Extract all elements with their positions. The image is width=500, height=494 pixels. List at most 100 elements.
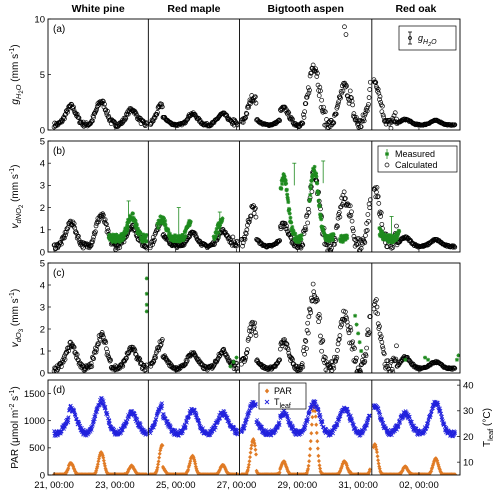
data-point [74,352,80,357]
data-point [356,331,361,336]
data-point [254,402,258,407]
x-tick-label: 31, 00:00 [338,480,378,491]
data-point [302,351,307,357]
data-point [357,340,362,345]
data-point [376,326,382,331]
data-point [94,104,100,109]
data-point [396,424,401,429]
data-point [340,88,346,94]
data-point [399,236,405,242]
data-point [133,218,138,223]
data-point [363,353,369,359]
data-point [398,420,402,424]
data-point [136,232,141,237]
data-point [316,458,321,464]
data-point [185,420,189,425]
data-point [318,415,323,420]
data-point [212,428,217,432]
data-point [333,359,338,364]
data-point [333,111,339,117]
data-point [395,427,399,432]
data-point [452,366,458,371]
panel-frame [47,18,461,131]
data-point [245,467,250,473]
data-point [381,351,387,357]
data-point [353,358,359,364]
data-point [255,418,260,422]
data-point [249,446,254,451]
data-point [153,355,158,360]
data-point [306,417,310,422]
data-point [248,333,253,338]
data-point [390,233,395,238]
data-point [306,314,312,320]
data-point [313,414,318,419]
data-point [242,234,247,240]
data-point [366,102,371,107]
data-point [377,94,383,99]
data-point [426,357,431,362]
data-point [142,364,148,370]
data-point [377,331,383,337]
data-point [383,121,389,127]
data-point [345,93,351,99]
data-point [204,367,210,373]
data-point [159,101,165,107]
data-point [426,418,431,423]
data-point [452,122,458,128]
data-point [396,425,401,430]
data-point [380,346,386,352]
data-point [372,302,377,307]
data-point [160,443,165,448]
data-point [224,113,230,118]
data-point [158,448,163,453]
data-point [181,242,187,248]
legend-label: Tleaf [274,397,291,410]
data-point [310,281,316,287]
data-point [306,90,312,96]
data-point [107,232,112,237]
data-point [157,455,162,460]
data-point [309,422,314,427]
data-point [197,421,201,425]
data-point [107,356,112,362]
data-point [441,419,445,423]
column-title: Bigtooth aspen [267,3,343,15]
data-point [101,339,107,345]
data-point [312,164,317,169]
data-point [286,200,291,205]
data-point [308,182,313,187]
data-point [187,414,191,419]
data-point [288,215,293,220]
data-point [335,341,341,347]
series-T_leaf [52,396,458,439]
data-point [219,350,225,356]
data-point [330,120,336,126]
data-point [300,121,306,126]
data-point [231,366,237,372]
data-point [276,358,281,364]
data-point [181,429,185,434]
data-point [332,242,337,247]
data-point [308,446,313,452]
data-point [335,103,340,109]
data-point [302,338,308,343]
panel-label: (a) [53,24,65,35]
y-tick-label: 1000 [24,416,45,427]
data-point [249,443,254,448]
data-point [113,237,118,242]
data-point [318,88,323,94]
data-point [318,105,324,110]
data-point [253,214,259,220]
data-point [359,349,364,353]
data-point [278,226,284,232]
data-point [124,230,129,235]
data-point [387,233,392,238]
data-point [453,472,458,475]
data-point [246,328,252,334]
data-point [215,230,220,235]
data-point [299,237,304,242]
data-point [187,234,193,239]
data-point [280,221,286,226]
data-point [149,239,155,244]
